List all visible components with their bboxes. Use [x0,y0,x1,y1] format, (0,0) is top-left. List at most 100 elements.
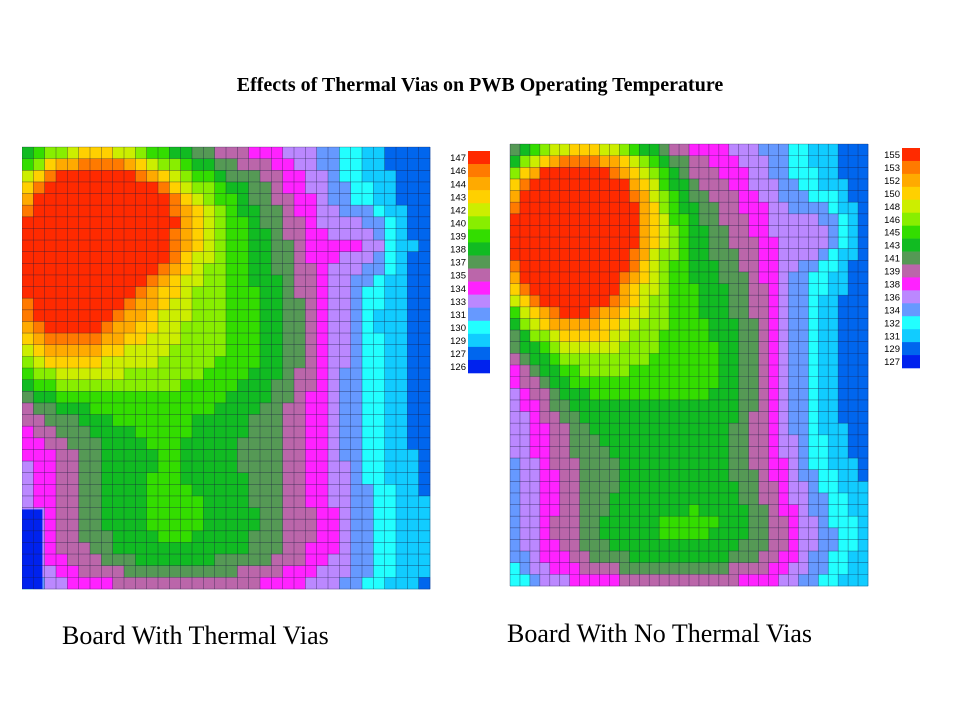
heatmap-cell [260,484,272,497]
heatmap-cell [373,542,385,555]
heatmap-cell [260,379,272,392]
heatmap-cell [271,461,283,473]
heatmap-cell [192,216,204,229]
heatmap-cell [67,251,79,264]
heatmap-cell [169,449,181,462]
heatmap-cell [56,414,68,427]
heatmap-cell [569,423,580,436]
heatmap-cell [67,554,79,567]
heatmap-cell [362,530,374,543]
heatmap-cell [579,190,590,203]
heatmap-cell [418,309,431,322]
heatmap-cell [90,472,102,485]
heatmap-cell [569,504,580,517]
heatmap-cell [260,414,272,427]
heatmap-cell [858,539,869,552]
heatmap-cell [124,530,136,543]
heatmap-cell [639,225,650,238]
heatmap-cell [848,411,859,424]
heatmap-cell [214,484,227,497]
heatmap-cell [768,399,779,412]
heatmap-cell [768,225,779,238]
heatmap-cell [659,248,670,261]
heatmap-cell [510,458,521,470]
heatmap-cell [101,205,113,218]
heatmap-cell [90,216,102,229]
heatmap-cell [788,481,799,494]
heatmap-cell [226,449,238,462]
heatmap-cell [396,461,408,473]
heatmap-cell [738,492,749,505]
heatmap-cell [44,507,57,520]
heatmap-cell [639,434,650,447]
heatmap-cell [158,426,170,439]
heatmap-cell [22,402,34,415]
heatmap-cell [44,263,57,276]
heatmap-cell [248,379,261,392]
heatmap-cell [44,519,57,532]
heatmap-cell [226,519,238,532]
heatmap-cell [768,155,779,168]
heatmap-cell [748,341,759,354]
heatmap-cell [407,158,419,171]
heatmap-cell [728,423,740,436]
heatmap-cell [101,472,113,485]
heatmap-cell [579,155,590,168]
heatmap-cell [33,402,45,415]
heatmap-cell [510,516,521,529]
heatmap-cell [708,527,720,540]
heatmap-cell [679,388,690,401]
heatmap-cell [305,507,317,520]
heatmap-cell [519,271,531,284]
heatmap-cell [203,461,215,473]
heatmap-cell [619,213,630,226]
heatmap-cell [328,426,340,439]
heatmap-cell [67,321,79,334]
heatmap-cell [101,542,113,555]
heatmap-cell [728,155,740,168]
heatmap-cell [689,353,700,366]
heatmap-cell [748,271,759,284]
heatmap-cell [589,271,600,284]
heatmap-cell [708,341,720,354]
heatmap-cell [798,271,809,284]
heatmap-cell [589,574,600,587]
heatmap-cell [101,170,113,183]
heatmap-cell [698,330,710,343]
heatmap-cell [124,356,136,369]
heatmap-cell [112,205,125,218]
heatmap-cell [226,554,238,567]
heatmap-cell [559,516,570,529]
heatmap-cell [838,144,849,156]
heatmap-cell [192,530,204,543]
heatmap-cell [609,283,620,296]
heatmap-cell [384,449,397,462]
heatmap-cell [56,391,68,404]
heatmap-cell [639,539,650,552]
heatmap-cell [158,379,170,392]
heatmap-cell [689,167,700,180]
heatmap-cell [282,181,295,194]
heatmap-cell [539,213,551,226]
heatmap-cell [90,565,102,578]
heatmap-cell [549,202,561,215]
heatmap-cell [339,216,351,229]
heatmap-cell [158,391,170,404]
heatmap-cell [828,190,839,203]
heatmap-cell [599,190,610,203]
heatmap-cell [838,411,849,424]
heatmap-cell [718,260,730,273]
heatmap-cell [56,554,68,567]
heatmap-cell [768,423,779,436]
heatmap-cell [396,193,408,206]
heatmap-cell [146,565,159,578]
heatmap-cell [838,481,849,494]
heatmap-cell [510,446,521,459]
heatmap-cell [858,237,869,249]
heatmap-cell [328,274,340,287]
legend-label: 133 [450,297,466,308]
heatmap-cell [698,341,710,354]
heatmap-cell [396,333,408,346]
heatmap-cell [569,446,580,459]
heatmap-cell [708,144,720,156]
